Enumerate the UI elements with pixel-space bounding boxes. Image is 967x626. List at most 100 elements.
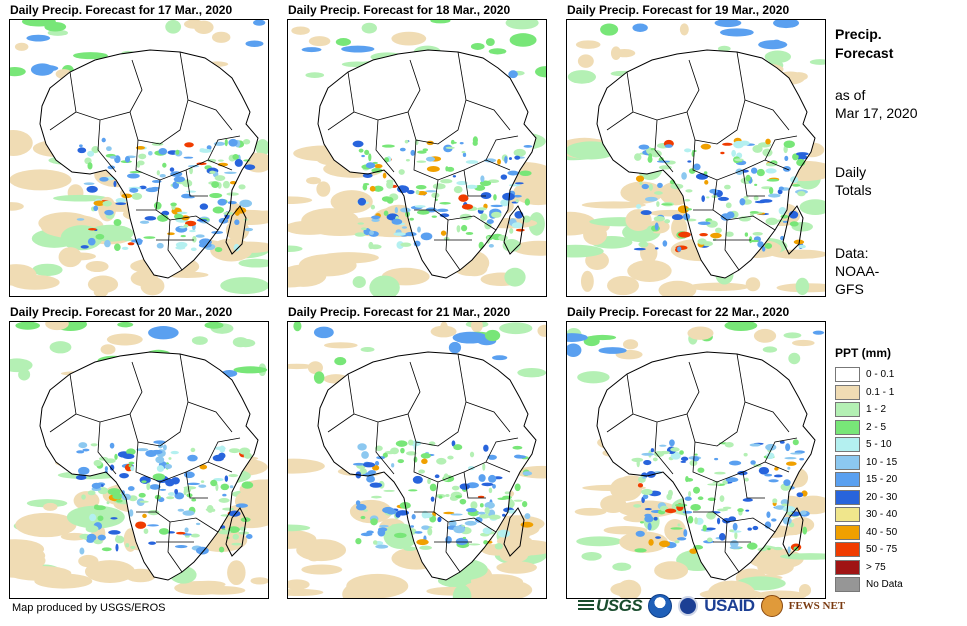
country-border [606,413,634,433]
precip-cell [205,507,215,512]
precip-cell [722,506,732,510]
legend-label: 0.1 - 1 [866,386,895,398]
country-border [185,169,208,197]
precip-cell [498,234,508,242]
legend-item: 20 - 30 [835,489,903,507]
precip-cell [238,258,268,268]
precip-cell [567,333,588,342]
precip-cell [135,145,146,150]
precip-cell [397,459,405,464]
precip-cell [659,450,671,455]
precip-cell [745,174,751,182]
precip-cell [374,461,380,466]
precip-cell [183,224,189,228]
precip-cell [371,218,380,223]
country-border [129,51,189,145]
precip-cell [374,163,383,169]
precip-cell [101,137,106,143]
precip-cell [657,182,663,188]
precip-cell [677,205,690,214]
precip-cell [78,466,90,475]
precip-cell [363,462,376,468]
precip-map [287,321,547,599]
precip-cell [85,260,109,272]
precip-cell [754,183,758,187]
precip-cell [106,146,112,152]
precip-cell [641,452,654,456]
precip-cell [514,182,524,185]
precip-cell [220,483,230,491]
precip-cell [478,579,533,598]
precip-cell [717,45,731,52]
precip-cell [10,358,33,373]
precip-cell [732,522,738,531]
precip-cell [352,462,366,466]
precip-cell [150,449,163,455]
precip-cell [368,153,372,162]
precip-cell [714,471,726,475]
precip-cell [78,442,88,449]
precip-cell [83,182,95,185]
precip-cell [670,451,681,460]
precip-cell [87,237,96,246]
precip-cell [492,484,496,489]
precip-cell [130,466,135,472]
precip-cell [139,220,150,224]
precip-cell [136,160,145,166]
precip-cell [224,171,237,174]
precip-cell [766,511,771,519]
legend-label: 1 - 2 [866,404,887,416]
precip-cell [580,270,594,292]
precip-cell [126,448,136,456]
precip-cell [232,153,239,160]
precip-cell [466,508,477,513]
precip-cell [455,495,463,499]
precip-cell [395,440,408,447]
data-line-3: GFS [835,281,864,297]
africa-map [567,20,825,296]
precip-cell [724,322,758,331]
precip-cell [334,357,347,366]
precip-cell [207,158,217,163]
precip-cell [121,246,129,251]
precip-cell [77,147,87,154]
precip-cell [26,499,68,508]
legend-swatch [835,454,860,470]
precip-cell [155,456,165,464]
country-border [167,219,183,271]
precip-cell [738,140,750,146]
precip-cell [305,72,325,78]
precip-cell [391,218,403,225]
precip-cell [157,214,169,222]
precip-cell [479,513,491,519]
precip-cell [773,474,783,478]
precip-cell [581,201,646,209]
legend-item: 5 - 10 [835,436,903,454]
precip-cell [648,538,654,546]
precip-cell [772,498,778,504]
precip-cell [222,180,230,189]
precip-cell [138,492,146,498]
country-border [692,139,790,181]
precip-cell [483,444,489,452]
precip-cell [789,221,799,227]
precip-cell [749,210,759,214]
precip-cell [409,217,414,221]
precip-cell [784,456,797,460]
country-border [465,99,511,131]
precip-cell [180,235,186,238]
precip-cell [93,205,99,212]
precip-cell [186,482,200,486]
precip-cell [212,206,225,214]
precip-cell [359,468,367,475]
precip-cell [473,589,489,597]
legend-item: 15 - 20 [835,471,903,489]
precip-cell [115,202,127,206]
precip-cell [676,537,687,541]
precip-cell [109,442,115,449]
precip-cell [792,439,799,446]
precip-cell [524,198,531,206]
country-border [485,135,519,161]
precip-cell [684,199,691,202]
precip-cell [109,464,115,471]
